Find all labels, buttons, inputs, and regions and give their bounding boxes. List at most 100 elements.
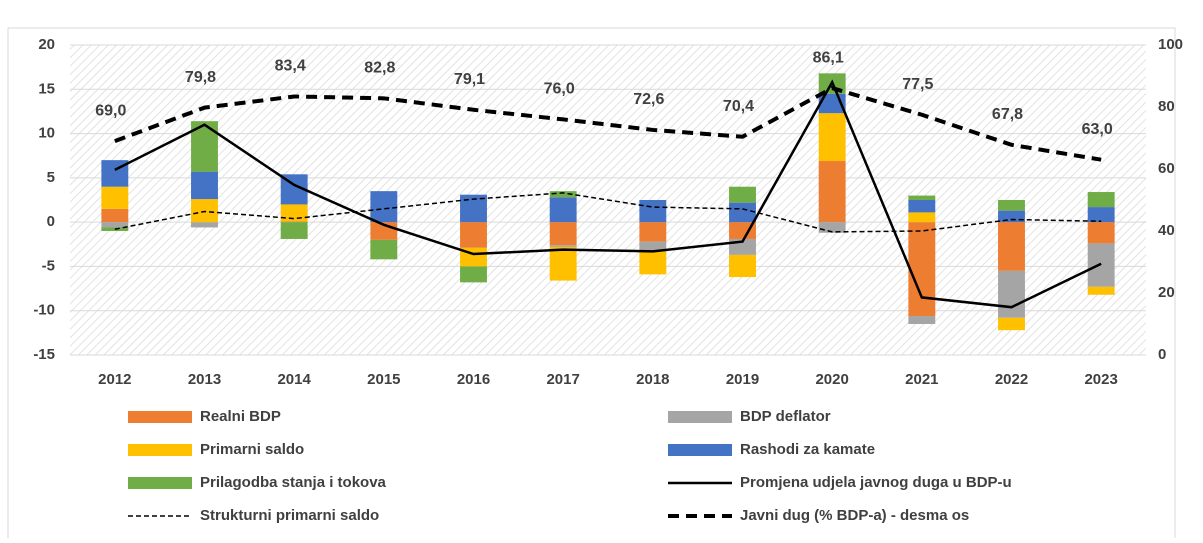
y-tick-label: 0 <box>47 213 55 230</box>
legend-swatch <box>668 411 732 423</box>
x-tick-label: 2012 <box>98 371 131 388</box>
x-tick-label: 2022 <box>995 371 1028 388</box>
data-label: 69,0 <box>95 102 126 119</box>
bar-segment <box>549 245 577 247</box>
bar-segment <box>998 270 1025 318</box>
bar-segment <box>639 251 667 275</box>
line-series <box>114 192 1102 233</box>
y2-tick-label: 20 <box>1158 284 1175 301</box>
bar-segment <box>998 317 1025 331</box>
bar-segment <box>101 227 129 231</box>
bar-segment <box>549 222 577 246</box>
bar-segment <box>191 199 218 223</box>
bar-segment <box>908 316 936 324</box>
legend-label: Javni dug (% BDP-a) - desma os <box>740 507 969 524</box>
legend-label: Prilagodba stanja i tokova <box>200 474 387 491</box>
x-tick-label: 2017 <box>546 371 579 388</box>
legend-label: Realni BDP <box>200 408 281 425</box>
data-label: 82,8 <box>364 60 395 77</box>
bar-segment <box>191 171 218 200</box>
bar-segment <box>818 161 846 223</box>
legend-swatch <box>668 444 732 456</box>
bar-segment <box>1087 192 1115 208</box>
bar-segment <box>729 254 756 278</box>
legend-label: Strukturni primarni saldo <box>200 507 379 524</box>
bar-segment <box>191 222 218 228</box>
bar-segment <box>280 204 308 222</box>
y-tick-label: -10 <box>33 302 55 319</box>
bar-segment <box>729 202 756 223</box>
bar-segment <box>549 246 577 281</box>
data-label: 76,0 <box>544 81 575 98</box>
legend-label: Rashodi za kamate <box>740 441 875 458</box>
bar-segment <box>549 191 577 198</box>
bar-segment <box>101 208 129 223</box>
data-label: 72,6 <box>633 91 664 108</box>
data-label: 67,8 <box>992 106 1023 123</box>
y-tick-label: 15 <box>38 80 55 97</box>
data-label: 63,0 <box>1082 121 1113 138</box>
bar-segment <box>639 222 667 242</box>
bar-segment <box>280 222 308 239</box>
data-label: 79,8 <box>185 69 216 86</box>
bar-segment <box>370 191 398 223</box>
data-label: 83,4 <box>275 58 306 75</box>
y-tick-label: -5 <box>42 257 55 274</box>
y2-tick-label: 80 <box>1158 98 1175 115</box>
legend-label: Promjena udjela javnog duga u BDP-u <box>740 474 1012 491</box>
bar-segment <box>1087 222 1115 244</box>
bar-segment <box>101 222 129 228</box>
bar-segment <box>998 200 1025 211</box>
bar-segment <box>908 222 936 317</box>
y-tick-label: 10 <box>38 125 55 142</box>
data-label: 70,4 <box>723 98 754 115</box>
line-series <box>114 85 1102 162</box>
bar-segment <box>908 212 936 223</box>
bar-segment <box>908 195 936 200</box>
x-tick-label: 2013 <box>188 371 221 388</box>
bar-segment <box>998 210 1025 223</box>
y-tick-label: -15 <box>33 346 55 363</box>
y-tick-label: 5 <box>47 169 55 186</box>
bar-segment <box>460 222 487 248</box>
bar-segment <box>639 241 667 252</box>
legend-swatch <box>128 477 192 489</box>
y2-tick-label: 0 <box>1158 346 1166 363</box>
y2-tick-label: 100 <box>1158 36 1183 53</box>
x-tick-label: 2015 <box>367 371 400 388</box>
x-tick-label: 2019 <box>726 371 759 388</box>
data-label: 77,5 <box>902 76 933 93</box>
x-tick-label: 2023 <box>1084 371 1117 388</box>
line-series <box>114 79 1102 309</box>
bar-segment <box>818 222 846 233</box>
bar-segment <box>729 222 756 239</box>
y-tick-label: 20 <box>38 36 55 53</box>
legend-label: BDP deflator <box>740 408 831 425</box>
bar-segment <box>818 113 846 162</box>
legend-label: Primarni saldo <box>200 441 304 458</box>
bar-segment <box>280 221 308 223</box>
x-tick-label: 2021 <box>905 371 938 388</box>
data-label: 79,1 <box>454 71 485 88</box>
bar-segment <box>998 222 1025 271</box>
x-tick-label: 2016 <box>457 371 490 388</box>
bar-segment <box>639 200 667 223</box>
chart-frame <box>7 27 1176 543</box>
y2-tick-label: 40 <box>1158 222 1175 239</box>
x-tick-label: 2014 <box>277 371 311 388</box>
bar-segment <box>729 186 756 203</box>
y2-tick-label: 60 <box>1158 160 1175 177</box>
legend-swatch <box>128 444 192 456</box>
bar-segment <box>1087 286 1115 295</box>
x-tick-label: 2018 <box>636 371 669 388</box>
bar-segment <box>549 197 577 223</box>
x-tick-label: 2020 <box>815 371 848 388</box>
bar-segment <box>460 266 487 283</box>
bar-segment <box>101 186 129 209</box>
bar-segment <box>370 239 398 260</box>
legend-swatch <box>128 411 192 423</box>
bar-segment <box>1087 207 1115 223</box>
bar-segment <box>908 200 936 213</box>
data-label: 86,1 <box>813 49 844 66</box>
